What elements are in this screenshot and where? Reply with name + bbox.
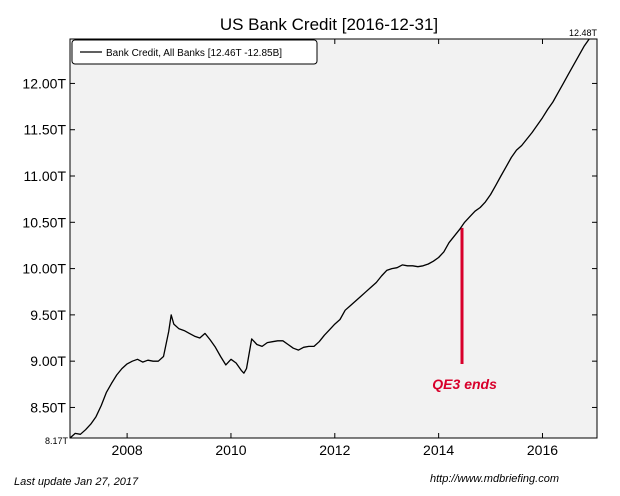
annotations: QE3 ends xyxy=(432,227,497,392)
y-tick-label: 8.50T xyxy=(30,399,66,415)
legend-label: Bank Credit, All Banks [12.46T -12.85B] xyxy=(106,48,282,59)
legend: Bank Credit, All Banks [12.46T -12.85B] xyxy=(71,39,318,65)
y-tick-label: 12.00T xyxy=(22,75,66,91)
x-tick-label: 2014 xyxy=(423,442,454,458)
x-tick-label: 2012 xyxy=(319,442,350,458)
y-min-label: 8.17T xyxy=(45,436,69,446)
legend-box xyxy=(71,39,318,65)
series-line xyxy=(69,38,590,439)
y-tick-label: 10.00T xyxy=(22,261,66,277)
y-max-label: 12.48T xyxy=(569,28,598,38)
y-tick-label: 9.50T xyxy=(30,307,66,323)
chart-title: US Bank Credit [2016-12-31] xyxy=(220,15,438,34)
series-group xyxy=(69,38,590,439)
y-tick-label: 10.50T xyxy=(22,214,66,230)
y-axis: 8.50T 9.00T 9.50T 10.00T 10.50T 11.00T 11.50T 1… xyxy=(22,75,597,415)
source-url-link[interactable]: http://www.mdbriefing.com xyxy=(430,473,559,485)
y-tick-label: 9.00T xyxy=(30,353,66,369)
annotation-label: QE3 ends xyxy=(432,376,497,392)
y-tick-label: 11.00T xyxy=(23,168,66,184)
plot-area xyxy=(69,38,598,439)
x-tick-label: 2016 xyxy=(527,442,558,458)
x-axis: 2008 2010 2012 2014 2016 xyxy=(112,39,558,458)
x-tick-label: 2008 xyxy=(112,442,143,458)
x-tick-label: 2010 xyxy=(215,442,246,458)
y-tick-label: 11.50T xyxy=(23,122,66,138)
last-update-text: Last update Jan 27, 2017 xyxy=(14,476,139,488)
